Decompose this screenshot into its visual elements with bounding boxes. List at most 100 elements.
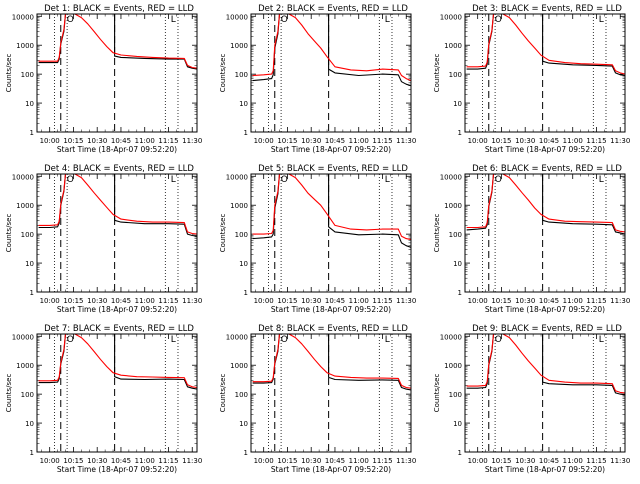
time-marker-label: O — [281, 335, 288, 345]
y-tick-label: 1000 — [444, 362, 462, 370]
x-tick-label: 10:00 — [40, 137, 60, 145]
x-tick-label: 11:00 — [563, 137, 583, 145]
x-tick-label: 10:15 — [63, 137, 83, 145]
time-marker-label: L — [171, 335, 176, 345]
x-tick-label: 10:00 — [254, 297, 274, 305]
plot-frame — [36, 13, 198, 133]
time-marker-label: O — [495, 175, 502, 185]
series-group — [38, 334, 197, 390]
panel-title: Det 9: BLACK = Events, RED = LLD — [472, 324, 622, 334]
x-tick-label: 10:00 — [40, 297, 60, 305]
y-axis-label: Counts/sec — [5, 374, 13, 413]
y-tick-label: 10000 — [440, 173, 462, 181]
plot-frame — [464, 333, 626, 453]
x-axis-label: Start Time (18-Apr-07 09:52:20) — [485, 145, 605, 154]
x-tick-label: 10:15 — [277, 457, 297, 465]
x-tick-label: 11:00 — [135, 137, 155, 145]
plot-frame — [250, 13, 412, 133]
plot-frame — [36, 333, 198, 453]
x-axis-label: Start Time (18-Apr-07 09:52:20) — [271, 465, 391, 474]
y-tick-label: 100 — [235, 71, 248, 79]
series-line-events — [252, 334, 411, 391]
time-marker-label: L — [385, 175, 390, 185]
y-tick-label: 10000 — [12, 333, 34, 341]
y-tick-label: 10000 — [226, 173, 248, 181]
x-tick-label: 11:00 — [349, 457, 369, 465]
y-tick-label: 1 — [458, 449, 462, 457]
x-tick-label: 11:15 — [586, 297, 606, 305]
series-line-lld — [252, 334, 411, 389]
y-tick-label: 1000 — [230, 362, 248, 370]
y-tick-label: 1000 — [16, 42, 34, 50]
time-marker-label: L — [171, 15, 176, 25]
series-line-events — [466, 174, 625, 235]
y-tick-label: 100 — [21, 391, 34, 399]
x-tick-label: 11:30 — [182, 297, 202, 305]
x-tick-label: 10:15 — [63, 457, 83, 465]
panel-7: Det 7: BLACK = Events, RED = LLD 1 10 100 10… — [5, 324, 202, 474]
series-group — [252, 174, 411, 248]
x-tick-label: 10:30 — [301, 137, 321, 145]
y-axis-label: Counts/sec — [219, 54, 227, 93]
panel-title: Det 3: BLACK = Events, RED = LLD — [472, 4, 622, 14]
y-tick-label: 1 — [244, 129, 248, 137]
x-tick-label: 11:00 — [349, 137, 369, 145]
x-tick-label: 10:30 — [87, 137, 107, 145]
y-tick-label: 100 — [449, 231, 462, 239]
y-tick-label: 100 — [449, 391, 462, 399]
series-group — [38, 14, 197, 70]
panel-8: Det 8: BLACK = Events, RED = LLD 1 10 100 10… — [219, 324, 416, 474]
x-tick-label: 10:00 — [468, 137, 488, 145]
x-tick-label: 11:00 — [135, 457, 155, 465]
series-group — [466, 14, 625, 77]
x-tick-label: 10:45 — [539, 137, 559, 145]
x-tick-label: 11:30 — [396, 297, 416, 305]
x-axis-label: Start Time (18-Apr-07 09:52:20) — [271, 145, 391, 154]
y-tick-label: 1000 — [230, 202, 248, 210]
x-tick-label: 11:30 — [610, 137, 630, 145]
plot-frame — [464, 13, 626, 133]
time-marker-label: O — [67, 15, 74, 25]
x-tick-label: 11:30 — [610, 457, 630, 465]
time-marker-label: O — [281, 175, 288, 185]
panel-title: Det 6: BLACK = Events, RED = LLD — [472, 164, 622, 174]
panel-3: Det 3: BLACK = Events, RED = LLD 1 10 100 10… — [433, 4, 630, 154]
panel-title: Det 2: BLACK = Events, RED = LLD — [258, 4, 408, 14]
x-tick-label: 10:15 — [491, 137, 511, 145]
time-marker-label: O — [67, 335, 74, 345]
x-tick-label: 10:30 — [301, 297, 321, 305]
panel-title: Det 8: BLACK = Events, RED = LLD — [258, 324, 408, 334]
series-group — [38, 174, 197, 237]
x-axis-label: Start Time (18-Apr-07 09:52:20) — [485, 465, 605, 474]
x-tick-label: 11:00 — [563, 457, 583, 465]
time-marker-label: L — [599, 15, 604, 25]
x-tick-label: 10:15 — [491, 297, 511, 305]
x-tick-label: 11:00 — [135, 297, 155, 305]
y-tick-label: 10 — [239, 420, 248, 428]
x-tick-label: 11:00 — [349, 297, 369, 305]
series-line-lld — [38, 174, 197, 235]
y-axis-label: Counts/sec — [433, 374, 441, 413]
x-tick-label: 10:45 — [325, 297, 345, 305]
x-tick-label: 10:15 — [277, 297, 297, 305]
time-marker-label: O — [495, 15, 502, 25]
x-tick-label: 11:30 — [396, 137, 416, 145]
plot-frame — [250, 333, 412, 453]
y-axis-label: Counts/sec — [5, 54, 13, 93]
x-tick-label: 11:15 — [158, 457, 178, 465]
y-tick-label: 1 — [244, 449, 248, 457]
series-line-lld — [466, 334, 625, 394]
time-marker-label: O — [495, 335, 502, 345]
time-marker-label: L — [599, 335, 604, 345]
series-line-lld — [252, 14, 411, 82]
y-tick-label: 1000 — [444, 42, 462, 50]
series-group — [252, 334, 411, 391]
x-tick-label: 11:15 — [586, 137, 606, 145]
x-tick-label: 10:00 — [40, 457, 60, 465]
y-tick-label: 100 — [235, 231, 248, 239]
x-tick-label: 10:30 — [301, 457, 321, 465]
y-tick-label: 1000 — [16, 362, 34, 370]
x-tick-label: 10:45 — [539, 297, 559, 305]
y-tick-label: 1000 — [230, 42, 248, 50]
